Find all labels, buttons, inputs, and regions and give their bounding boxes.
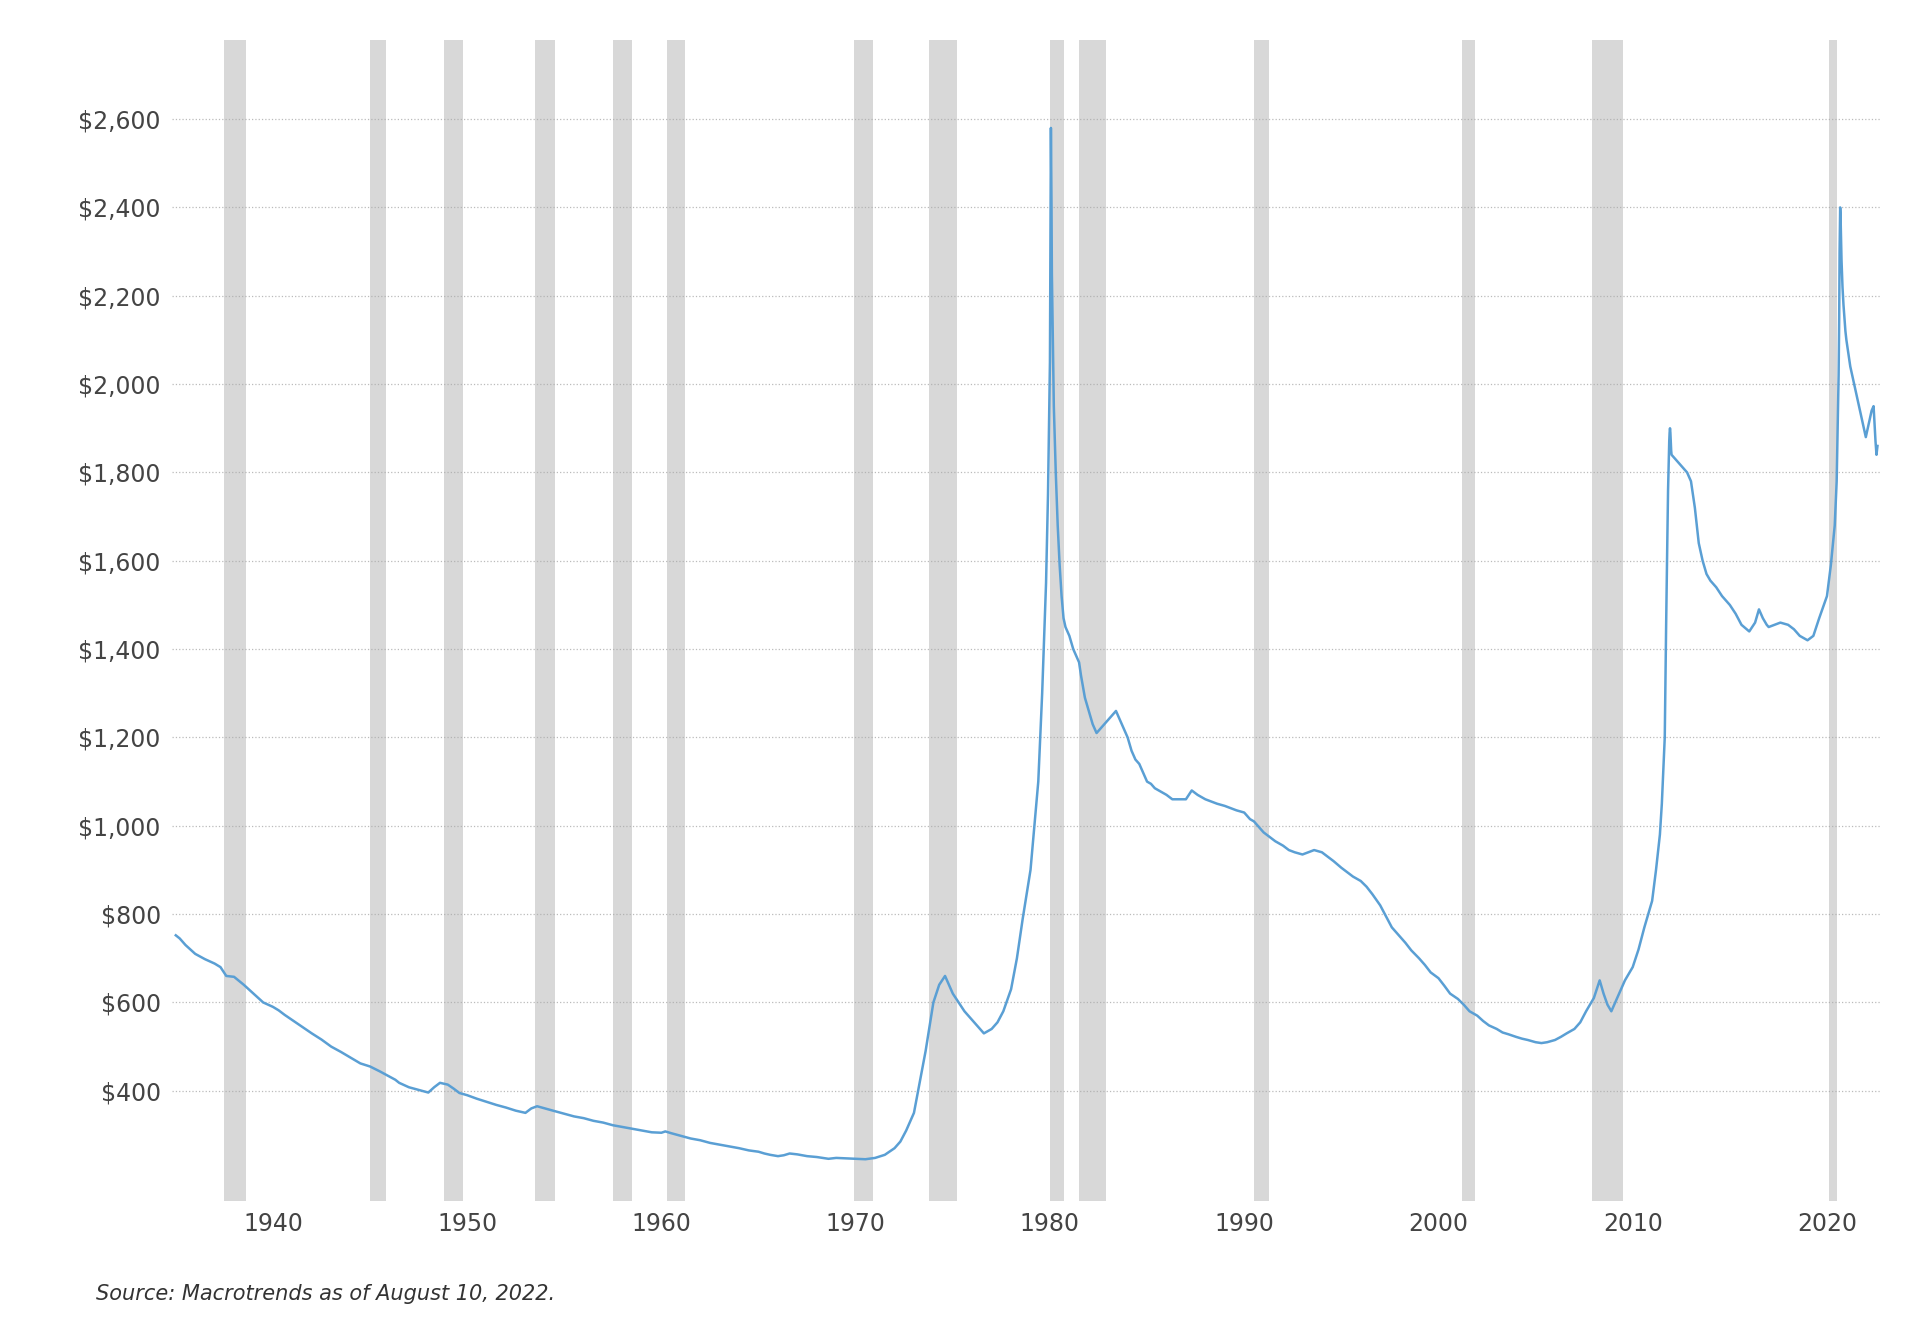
Bar [1461,40,1475,1201]
Bar [535,40,554,1201]
Text: Source: Macrotrends as of August 10, 2022.: Source: Macrotrends as of August 10, 202… [96,1284,554,1304]
Bar [1830,40,1837,1201]
Bar [1050,40,1064,1201]
Bar [613,40,632,1201]
Bar [1079,40,1106,1201]
Bar [443,40,464,1201]
Bar [930,40,957,1201]
Bar [1253,40,1270,1201]
Bar [667,40,684,1201]
Bar [223,40,246,1201]
Bar [854,40,873,1201]
Bar [371,40,386,1201]
Bar [1591,40,1624,1201]
